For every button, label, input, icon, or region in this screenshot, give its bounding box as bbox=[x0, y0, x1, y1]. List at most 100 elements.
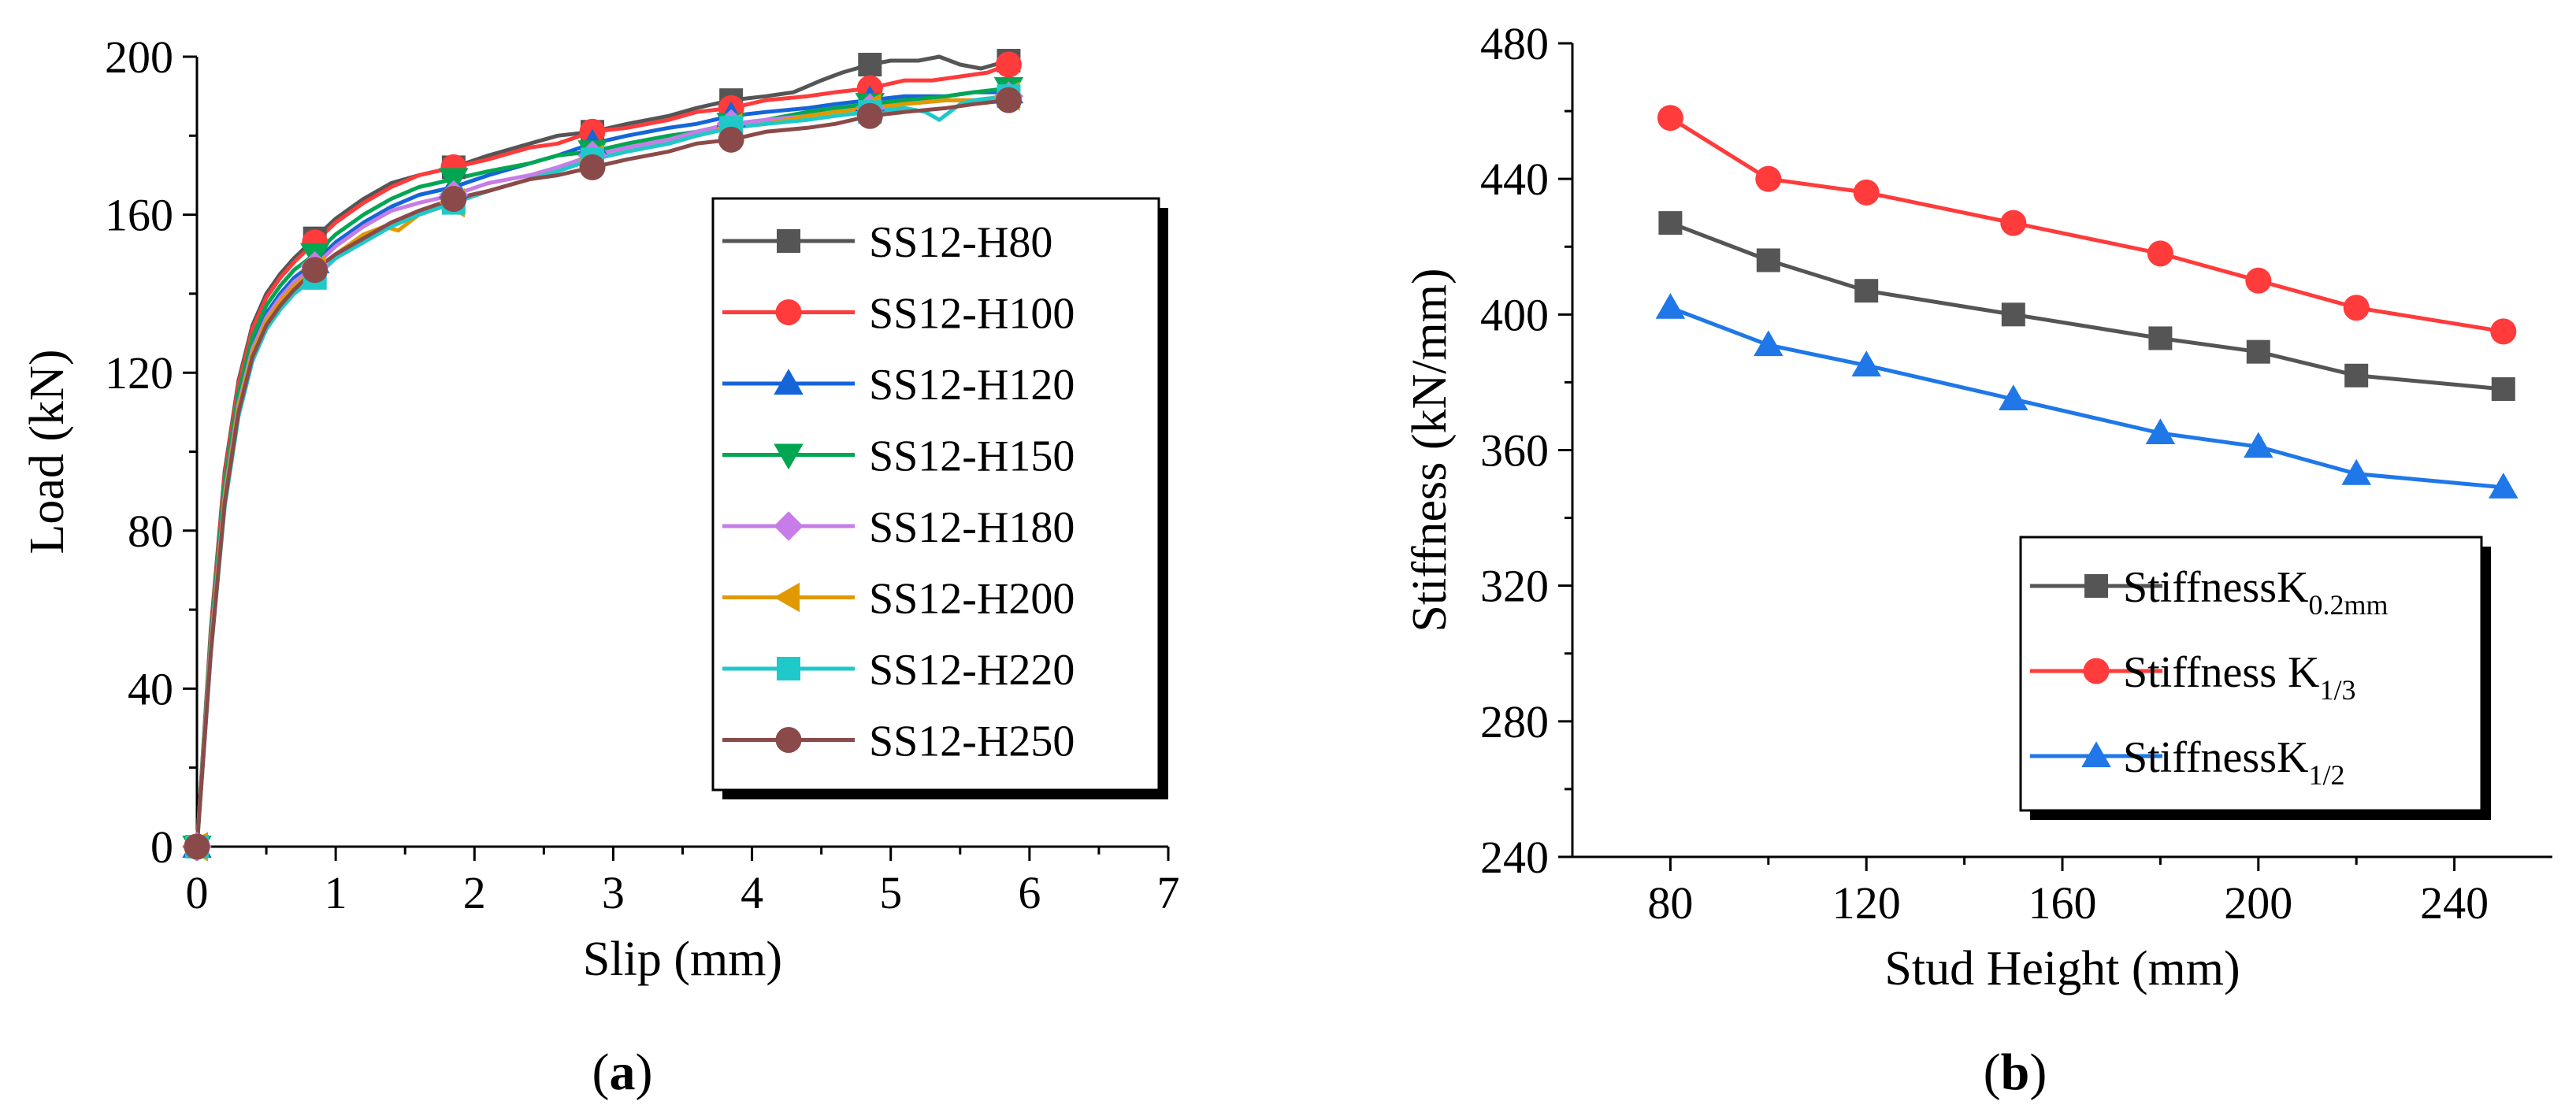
data-point bbox=[2246, 339, 2270, 364]
legend-label-main: StiffnessK bbox=[2123, 733, 2308, 782]
legend-label-subscript: 0.2mm bbox=[2308, 589, 2388, 621]
data-point bbox=[1755, 165, 1782, 192]
y-tick-label: 200 bbox=[105, 32, 173, 83]
y-tick-label: 0 bbox=[150, 821, 173, 873]
series-line-ss12-h250 bbox=[195, 98, 1009, 847]
panel-label: (a) bbox=[592, 1044, 653, 1101]
data-point bbox=[2489, 473, 2518, 499]
legend-marker bbox=[2083, 658, 2110, 684]
legend-marker bbox=[2084, 574, 2108, 598]
panel-label-part: ) bbox=[2029, 1044, 2047, 1101]
legend-label: SS12-H100 bbox=[869, 290, 1075, 339]
data-point bbox=[2344, 363, 2369, 387]
panel-label-part: ( bbox=[592, 1044, 610, 1101]
legend-label: SS12-H180 bbox=[869, 503, 1075, 552]
legend-label: SS12-H250 bbox=[869, 717, 1075, 766]
data-point bbox=[995, 87, 1022, 113]
data-point bbox=[2001, 302, 2025, 327]
series-line-0 bbox=[1669, 221, 2504, 391]
legend-label: SS12-H120 bbox=[869, 361, 1075, 410]
data-point bbox=[1854, 279, 1879, 303]
x-tick-label: 6 bbox=[1018, 867, 1041, 918]
data-point bbox=[1658, 211, 1683, 235]
x-tick-label: 3 bbox=[602, 867, 625, 918]
data-point bbox=[858, 53, 882, 77]
y-tick-label: 280 bbox=[1480, 696, 1549, 747]
x-tick-label: 2 bbox=[463, 867, 486, 918]
y-tick-label: 80 bbox=[128, 506, 173, 557]
panel-label-part: a bbox=[610, 1044, 636, 1101]
data-point bbox=[2343, 295, 2370, 321]
legend-marker bbox=[775, 299, 802, 325]
legend-marker bbox=[774, 582, 800, 613]
panel-label-part: ( bbox=[1984, 1044, 2001, 1101]
legend-label-subscript: 1/2 bbox=[2308, 759, 2344, 791]
legend-marker bbox=[774, 511, 804, 541]
legend-label: Stiffness K1/3 bbox=[2123, 648, 2355, 706]
data-point bbox=[2490, 318, 2517, 345]
y-tick-label: 160 bbox=[105, 190, 173, 241]
y-tick-label: 240 bbox=[1480, 832, 1549, 883]
legend-label: StiffnessK0.2mm bbox=[2123, 563, 2388, 621]
legend-label: SS12-H200 bbox=[869, 575, 1075, 624]
data-point bbox=[440, 186, 467, 213]
series-line-2 bbox=[1669, 306, 2504, 490]
data-point bbox=[1756, 248, 1780, 273]
data-point bbox=[2148, 326, 2173, 350]
legend-marker bbox=[2081, 741, 2111, 768]
legend-marker bbox=[774, 443, 804, 470]
x-tick-label: 5 bbox=[879, 867, 902, 918]
legend-marker bbox=[774, 369, 804, 395]
x-tick-label: 240 bbox=[2420, 877, 2489, 929]
legend-marker bbox=[775, 727, 802, 753]
data-point bbox=[1851, 350, 1881, 376]
data-point bbox=[1655, 292, 1686, 319]
data-point bbox=[2145, 418, 2176, 445]
x-axis-label: Stud Height (mm) bbox=[1884, 942, 2240, 996]
data-point bbox=[302, 257, 328, 284]
x-tick-label: 1 bbox=[325, 867, 347, 918]
panel-label-part: ) bbox=[636, 1044, 653, 1101]
y-axis-label: Load (kN) bbox=[20, 350, 74, 554]
x-tick-label: 160 bbox=[2029, 877, 2097, 929]
legend-label: SS12-H150 bbox=[869, 432, 1075, 481]
series-line-ss12-h150 bbox=[195, 86, 1009, 847]
series-line-ss12-h80 bbox=[195, 54, 1010, 847]
data-point bbox=[995, 51, 1022, 78]
x-axis-label: Slip (mm) bbox=[583, 932, 782, 986]
legend-marker bbox=[777, 657, 800, 680]
y-tick-label: 400 bbox=[1480, 289, 1549, 340]
y-tick-label: 120 bbox=[105, 347, 173, 399]
x-tick-label: 0 bbox=[186, 867, 209, 918]
panel-label: (b) bbox=[1984, 1044, 2047, 1101]
legend-label-subscript: 1/3 bbox=[2319, 674, 2355, 706]
data-point bbox=[184, 833, 210, 860]
data-point bbox=[2147, 240, 2173, 267]
y-tick-label: 480 bbox=[1480, 18, 1549, 69]
y-tick-label: 40 bbox=[128, 663, 173, 714]
y-tick-label: 320 bbox=[1480, 561, 1549, 612]
data-point bbox=[2000, 209, 2027, 236]
legend-label-main: Stiffness K bbox=[2123, 648, 2319, 697]
data-point bbox=[579, 154, 606, 180]
x-tick-label: 4 bbox=[741, 867, 763, 918]
series-line-1 bbox=[1669, 116, 2504, 334]
data-point bbox=[1853, 179, 1880, 206]
legend-label: SS12-H80 bbox=[869, 218, 1052, 267]
data-point bbox=[2245, 267, 2272, 294]
series-line-ss12-h220 bbox=[195, 94, 1009, 847]
data-point bbox=[1999, 384, 2029, 410]
data-point bbox=[2491, 377, 2515, 402]
x-tick-label: 120 bbox=[1832, 877, 1901, 929]
y-tick-label: 440 bbox=[1480, 154, 1549, 205]
data-point bbox=[2244, 432, 2273, 458]
x-tick-label: 7 bbox=[1157, 867, 1180, 918]
data-point bbox=[1754, 330, 1784, 357]
legend-marker bbox=[777, 229, 800, 253]
y-tick-label: 360 bbox=[1480, 425, 1549, 476]
legend-box bbox=[711, 197, 1160, 792]
data-point bbox=[718, 126, 744, 153]
data-point bbox=[856, 102, 883, 129]
y-axis-label: Stiffness (kN/mm) bbox=[1403, 268, 1457, 632]
